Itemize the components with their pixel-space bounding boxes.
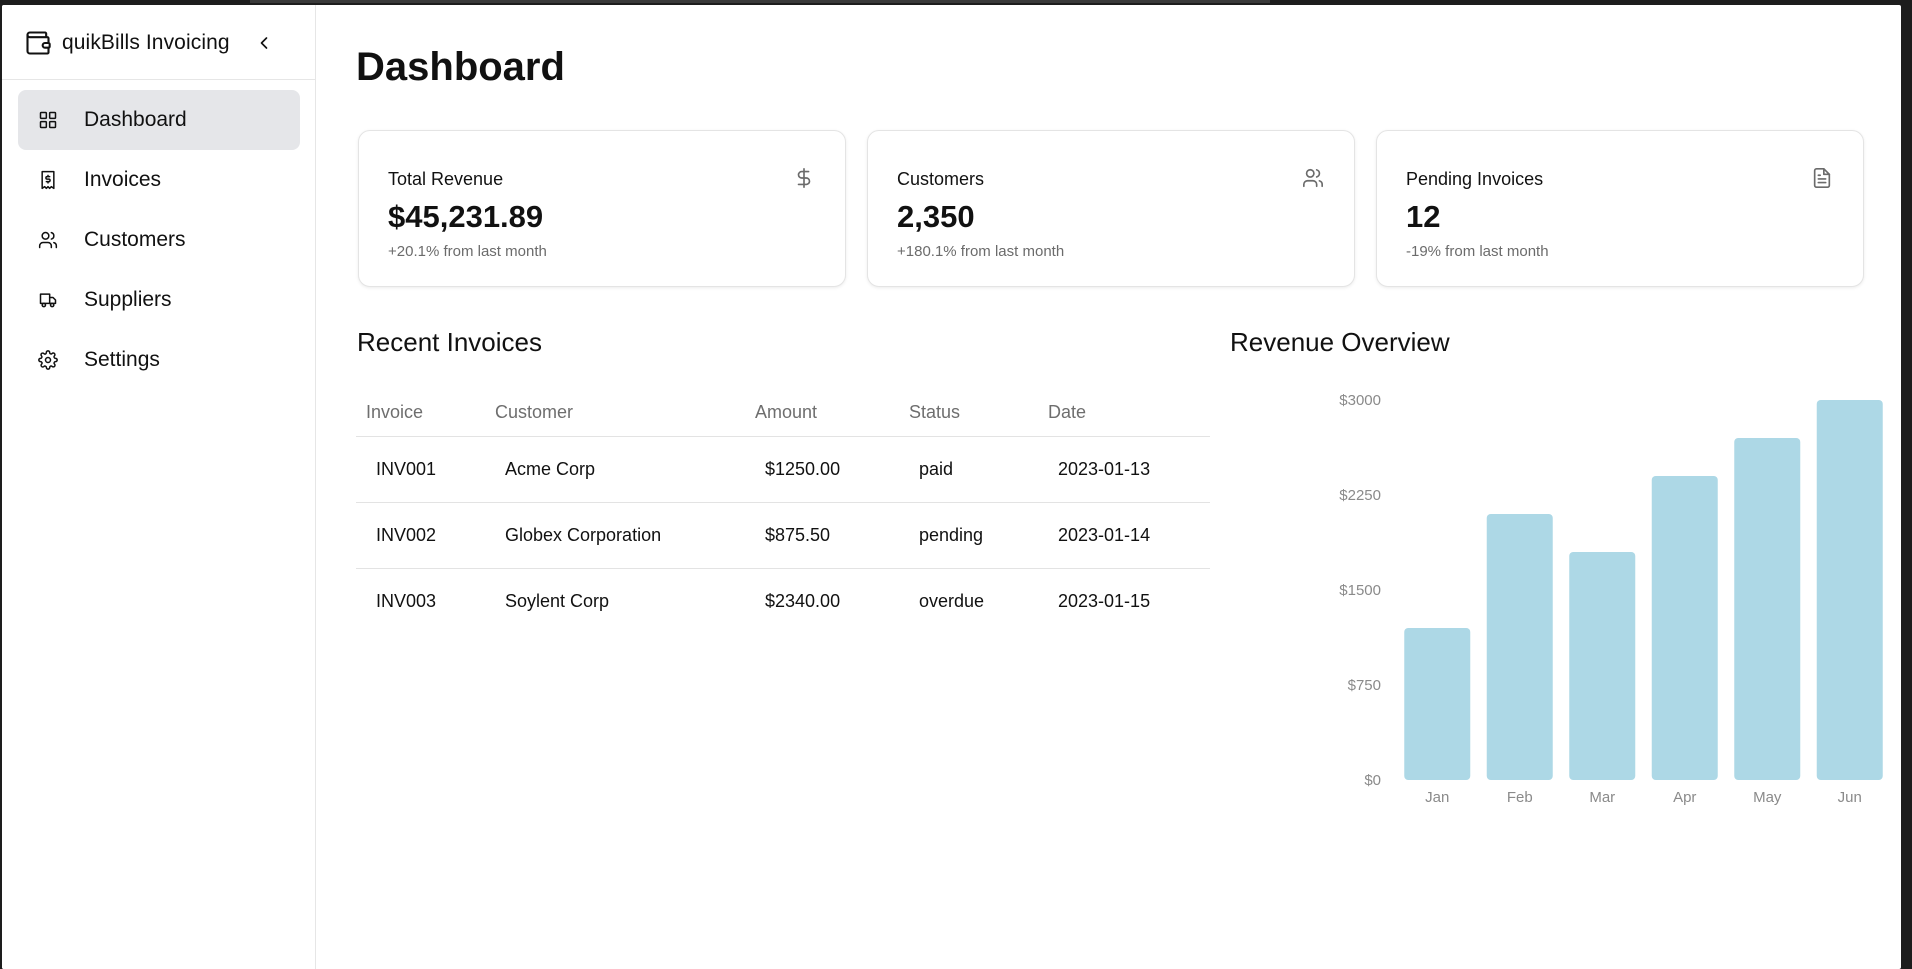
- card-value: 2,350: [897, 199, 975, 234]
- invoice-id: INV003: [376, 591, 437, 611]
- revenue-chart: $0 $750 $1500 $2250 $3000 Jan Feb Mar Apr May Jun: [1226, 375, 1896, 815]
- invoice-status: overdue: [919, 591, 985, 611]
- y-tick-label: $1500: [1339, 582, 1381, 599]
- wallet-icon: [24, 29, 52, 57]
- x-tick-label: Mar: [1589, 789, 1615, 806]
- sidebar-item-suppliers[interactable]: Suppliers: [18, 270, 300, 330]
- brand-header: quikBills Invoicing: [2, 5, 316, 80]
- revenue-bar-chart: $0 $750 $1500 $2250 $3000 Jan Feb Mar Apr May Jun: [1339, 392, 1883, 806]
- grid-icon: [38, 110, 58, 130]
- sidebar-item-label: Customers: [84, 228, 186, 251]
- column-header: Date: [1048, 402, 1087, 422]
- invoice-date: 2023-01-14: [1058, 525, 1151, 545]
- x-tick-label: Jun: [1838, 789, 1862, 806]
- card-label: Pending Invoices: [1406, 169, 1544, 189]
- table-header: Invoice Customer Amount Status Date: [356, 390, 1210, 437]
- receipt-dollar-icon: [38, 170, 58, 190]
- card-change: +180.1% from last month: [897, 243, 1065, 260]
- dollar-icon: [793, 167, 815, 189]
- revenue-bar[interactable]: [1486, 514, 1553, 780]
- customers-card: Customers 2,350 +180.1% from last month: [867, 130, 1355, 287]
- table-row[interactable]: INV001 Acme Corp $1250.00 paid 2023-01-1…: [356, 437, 1210, 503]
- sidebar-item-label: Settings: [84, 348, 160, 371]
- sidebar-item-label: Suppliers: [84, 288, 172, 311]
- users-icon: [1302, 167, 1324, 189]
- invoices-table: Invoice Customer Amount Status Date INV0…: [356, 390, 1210, 635]
- card-value: $45,231.89: [388, 199, 544, 234]
- y-tick-label: $750: [1348, 677, 1381, 694]
- invoice-amount: $875.50: [765, 525, 831, 545]
- app-title: quikBills Invoicing: [62, 31, 230, 54]
- sidebar: quikBills Invoicing Dashboard: [2, 5, 316, 969]
- invoice-id: INV002: [376, 525, 437, 545]
- revenue-bar[interactable]: [1569, 552, 1636, 780]
- invoice-amount: $2340.00: [765, 591, 841, 611]
- top-strip: [250, 0, 1270, 3]
- gear-icon: [38, 350, 58, 370]
- revenue-bar[interactable]: [1816, 400, 1883, 780]
- revenue-overview-title: Revenue Overview: [1230, 327, 1450, 357]
- collapse-sidebar-button[interactable]: [254, 33, 274, 53]
- column-header: Invoice: [366, 402, 424, 422]
- revenue-bar[interactable]: [1404, 628, 1471, 780]
- file-text-icon: [1811, 167, 1833, 189]
- table-row[interactable]: INV003 Soylent Corp $2340.00 overdue 202…: [356, 569, 1210, 635]
- chevron-left-icon: [260, 37, 268, 49]
- y-tick-label: $3000: [1339, 392, 1381, 409]
- invoice-id: INV001: [376, 459, 437, 479]
- sidebar-item-dashboard[interactable]: Dashboard: [18, 90, 300, 150]
- sidebar-item-invoices[interactable]: Invoices: [18, 150, 300, 210]
- app-window: quikBills Invoicing Dashboard: [2, 5, 1901, 969]
- y-tick-label: $2250: [1339, 487, 1381, 504]
- table-row[interactable]: INV002 Globex Corporation $875.50 pendin…: [356, 503, 1210, 569]
- card-change: -19% from last month: [1406, 243, 1549, 260]
- invoice-status: pending: [919, 525, 984, 545]
- x-tick-label: Apr: [1673, 789, 1696, 806]
- sidebar-item-customers[interactable]: Customers: [18, 210, 300, 270]
- x-tick-label: Feb: [1507, 789, 1533, 806]
- customer-name: Soylent Corp: [505, 591, 610, 611]
- card-label: Total Revenue: [388, 169, 504, 189]
- column-header: Amount: [755, 402, 818, 422]
- invoice-date: 2023-01-15: [1058, 591, 1151, 611]
- recent-invoices-title: Recent Invoices: [357, 327, 542, 357]
- customer-name: Globex Corporation: [505, 525, 662, 545]
- card-value: 12: [1406, 199, 1441, 234]
- sidebar-nav: Dashboard Invoices: [18, 90, 302, 390]
- x-tick-label: May: [1753, 789, 1782, 806]
- main-content: Dashboard Total Revenue $45,231.89 +20.1…: [316, 5, 1901, 969]
- revenue-bar[interactable]: [1734, 438, 1801, 780]
- column-header: Customer: [495, 402, 574, 422]
- column-header: Status: [909, 402, 961, 422]
- card-label: Customers: [897, 169, 985, 189]
- invoice-date: 2023-01-13: [1058, 459, 1151, 479]
- sidebar-item-label: Invoices: [84, 168, 162, 191]
- customer-name: Acme Corp: [505, 459, 596, 479]
- pending-invoices-card: Pending Invoices 12 -19% from last month: [1376, 130, 1864, 287]
- card-change: +20.1% from last month: [388, 243, 547, 260]
- sidebar-item-settings[interactable]: Settings: [18, 330, 300, 390]
- page-title: Dashboard: [356, 45, 565, 89]
- x-tick-label: Jan: [1425, 789, 1449, 806]
- invoice-status: paid: [919, 459, 954, 479]
- sidebar-item-label: Dashboard: [84, 108, 187, 131]
- truck-icon: [38, 290, 58, 310]
- total-revenue-card: Total Revenue $45,231.89 +20.1% from las…: [358, 130, 846, 287]
- y-tick-label: $0: [1364, 772, 1381, 789]
- invoice-amount: $1250.00: [765, 459, 841, 479]
- revenue-bar[interactable]: [1651, 476, 1718, 780]
- users-icon: [38, 230, 58, 250]
